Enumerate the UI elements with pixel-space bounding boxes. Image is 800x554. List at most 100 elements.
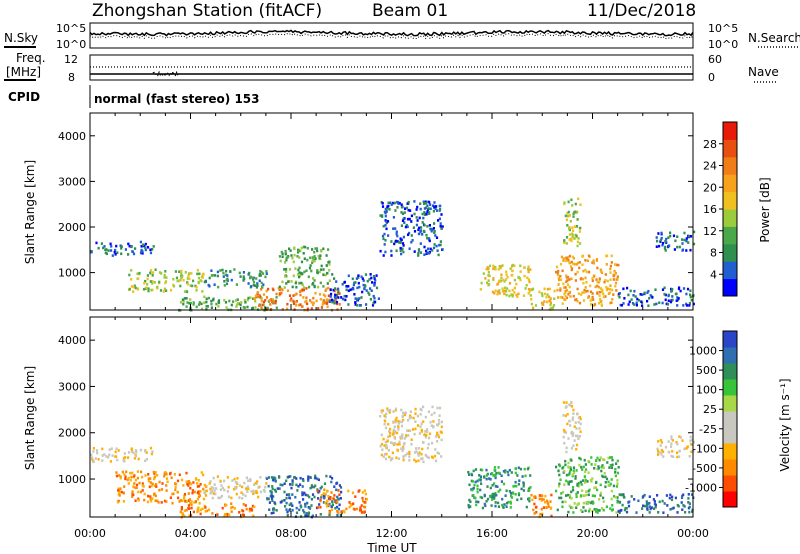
scatter-cell: [595, 459, 598, 462]
scatter-cell: [294, 267, 297, 270]
scatter-cell: [517, 492, 521, 495]
scatter-cell: [576, 218, 579, 221]
scatter-cell: [298, 281, 301, 285]
scatter-cell: [183, 493, 187, 496]
scatter-cell: [331, 503, 334, 507]
scatter-cell: [397, 428, 400, 431]
scatter-cell: [693, 230, 696, 234]
scatter-cell: [386, 435, 390, 439]
scatter-cell: [609, 482, 612, 486]
scatter-cell: [261, 307, 264, 311]
scatter-cell: [664, 293, 667, 297]
scatter-cell: [601, 290, 604, 293]
scatter-cell: [568, 238, 571, 241]
scatter-cell: [401, 415, 404, 418]
scatter-cell: [139, 448, 142, 452]
scatter-cell: [146, 500, 149, 504]
scatter-cell: [512, 485, 515, 488]
scatter-cell: [306, 514, 309, 518]
scatter-cell: [671, 495, 674, 499]
scatter-cell: [265, 272, 268, 275]
scatter-cell: [558, 473, 561, 477]
scatter-cell: [417, 452, 420, 456]
scatter-cell: [288, 509, 291, 512]
scatter-cell: [572, 466, 576, 469]
scatter-cell: [609, 456, 612, 459]
scatter-cell: [120, 247, 123, 250]
scatter-cell: [571, 486, 575, 489]
scatter-cell: [428, 239, 431, 243]
scatter-cell: [355, 507, 359, 511]
scatter-cell: [329, 496, 332, 499]
scatter-cell: [326, 282, 329, 285]
scatter-cell: [592, 501, 595, 505]
scatter-cell: [373, 282, 376, 285]
scatter-cell: [570, 490, 573, 494]
scatter-cell: [382, 455, 385, 458]
scatter-cell: [301, 485, 304, 488]
scatter-cell: [184, 271, 187, 274]
scatter-cell: [596, 488, 599, 492]
scatter-cell: [567, 480, 570, 484]
scatter-cell: [407, 434, 410, 437]
scatter-cell: [562, 414, 565, 417]
scatter-cell: [689, 435, 692, 439]
scatter-cell: [264, 485, 267, 489]
scatter-cell: [400, 436, 404, 440]
scatter-cell: [203, 301, 206, 304]
scatter-cell: [385, 227, 388, 231]
scatter-cell: [225, 503, 228, 507]
scatter-cell: [502, 482, 506, 486]
scatter-cell: [582, 465, 585, 469]
scatter-cell: [270, 476, 274, 479]
scatter-cell: [566, 422, 569, 426]
scatter-cell: [517, 466, 520, 470]
scatter-cell: [550, 514, 553, 518]
scatter-cell: [241, 485, 244, 489]
scatter-cell: [671, 295, 674, 298]
scatter-cell: [502, 470, 505, 473]
scatter-cell: [685, 249, 688, 252]
scatter-cell: [138, 271, 141, 275]
scatter-cell: [542, 506, 545, 509]
scatter-cell: [532, 508, 535, 512]
scatter-cell: [191, 491, 194, 495]
scatter-cell: [356, 304, 359, 307]
scatter-cell: [568, 290, 571, 294]
scatter-cell: [197, 280, 200, 284]
scatter-cell: [345, 285, 348, 288]
scatter-cell: [567, 482, 570, 486]
scatter-cell: [132, 285, 135, 289]
scatter-cell: [206, 509, 209, 513]
scatter-cell: [645, 500, 648, 503]
scatter-cell: [555, 489, 558, 493]
scatter-cell: [381, 202, 384, 205]
scatter-cell: [665, 237, 668, 241]
scatter-cell: [670, 289, 673, 292]
scatter-cell: [267, 497, 270, 501]
scatter-cell: [400, 424, 404, 428]
scatter-cell: [546, 501, 549, 504]
scatter-cell: [627, 303, 630, 306]
scatter-cell: [327, 294, 330, 298]
scatter-cell: [478, 474, 481, 477]
scatter-cell: [422, 460, 425, 464]
scatter-cell: [406, 202, 409, 205]
scatter-cell: [589, 284, 592, 288]
scatter-cell: [192, 301, 195, 304]
scatter-cell: [647, 289, 650, 293]
scatter-cell: [255, 489, 258, 493]
scatter-cell: [437, 452, 441, 455]
scatter-cell: [339, 497, 342, 500]
scatter-cell: [297, 250, 300, 254]
scatter-cell: [151, 282, 154, 285]
scatter-cell: [333, 277, 336, 280]
scatter-cell: [505, 278, 508, 281]
scatter-cell: [305, 287, 308, 290]
scatter-cell: [512, 492, 515, 495]
scatter-cell: [270, 490, 273, 494]
scatter-cell: [357, 274, 360, 277]
scatter-cell: [374, 279, 377, 282]
scatter-cell: [597, 285, 600, 289]
scatter-cell: [195, 477, 198, 480]
